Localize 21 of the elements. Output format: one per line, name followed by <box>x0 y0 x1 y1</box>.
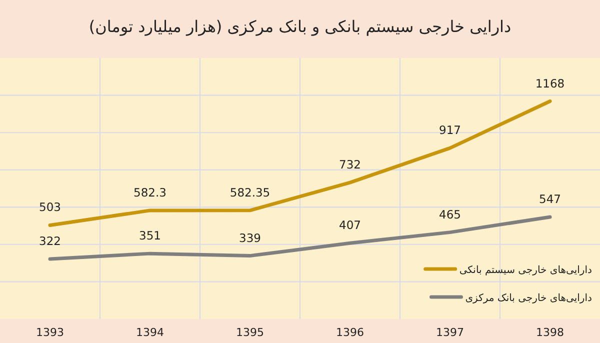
data-label: 322 <box>39 234 61 248</box>
data-label: 547 <box>539 192 561 206</box>
data-label: 582.3 <box>134 185 166 200</box>
data-label: 732 <box>339 158 361 172</box>
data-label: 1168 <box>535 76 565 90</box>
legend-label: دارایی‌های خارجی بانک مرکزی <box>465 293 592 304</box>
x-tick-label: 1396 <box>336 326 364 339</box>
data-label: 465 <box>439 207 461 222</box>
data-label: 582.35 <box>230 185 270 200</box>
x-tick-label: 1394 <box>136 326 164 339</box>
x-tick-label: 1395 <box>236 326 264 339</box>
data-label: 503 <box>39 200 61 214</box>
legend-label: دارایی‌های خارجی سیستم بانکی <box>459 265 592 276</box>
x-tick-label: 1393 <box>36 326 64 339</box>
data-label: 351 <box>139 228 161 243</box>
x-tick-label: 1398 <box>536 326 564 339</box>
data-label: 407 <box>339 218 361 232</box>
x-tick-label: 1397 <box>436 326 464 339</box>
data-label: 917 <box>439 123 461 138</box>
chart-title: دارایی خارجی سیستم بانکی و بانک مرکزی (هزار میلیارد تومان) <box>88 17 512 36</box>
data-label: 339 <box>239 230 261 245</box>
